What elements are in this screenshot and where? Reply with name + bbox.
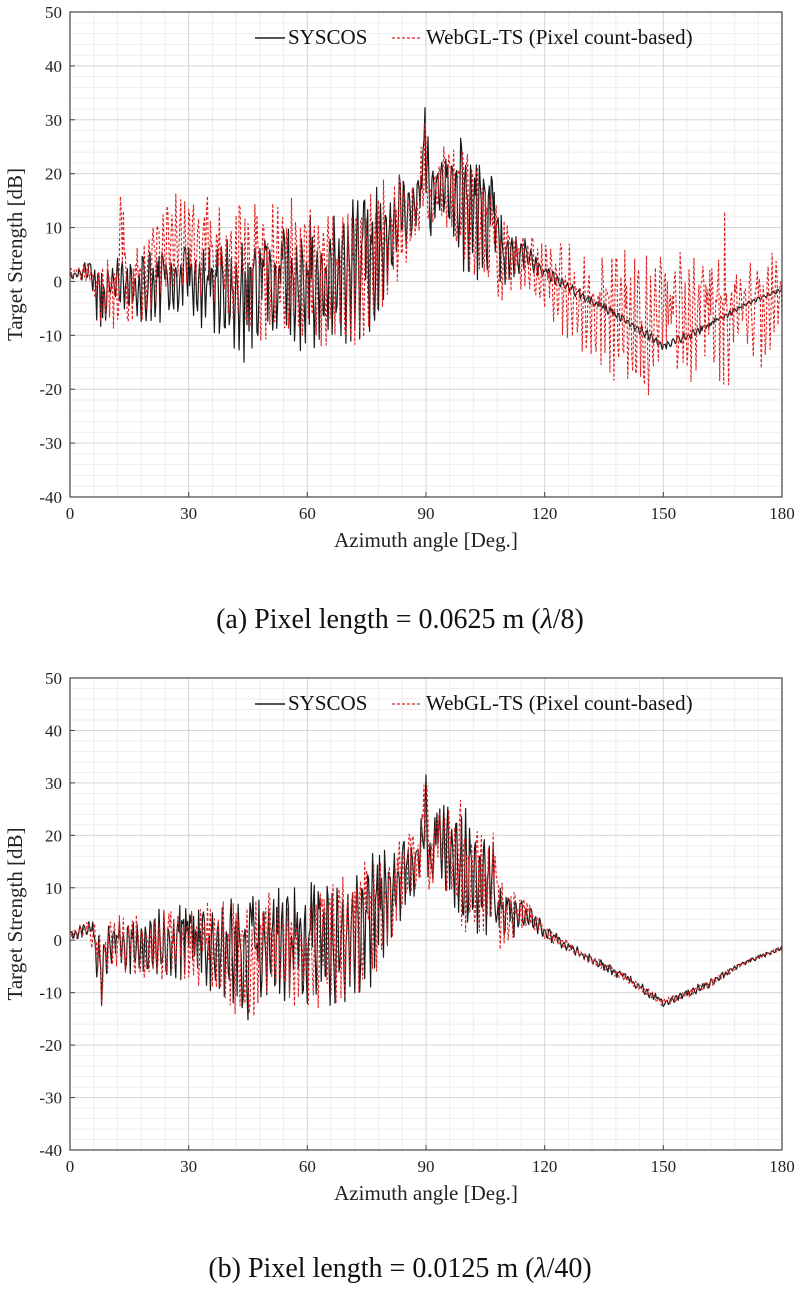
y-tick-label: 30 — [45, 111, 62, 130]
y-tick-label: -10 — [39, 984, 62, 1003]
caption-b-lambda: λ — [534, 1253, 547, 1284]
y-tick-label: 0 — [54, 931, 63, 950]
x-tick-label: 90 — [418, 1157, 435, 1176]
x-tick-label: 150 — [651, 1157, 677, 1176]
y-tick-label: 40 — [45, 721, 62, 740]
caption-a-prefix: (a) Pixel length = 0.0625 m ( — [216, 604, 541, 635]
y-tick-label: -30 — [39, 1089, 62, 1108]
y-tick-label: 10 — [45, 879, 62, 898]
x-tick-label: 0 — [66, 1157, 75, 1176]
x-tick-label: 0 — [66, 504, 75, 523]
y-tick-label: 50 — [45, 669, 62, 688]
caption-b-suffix: /40) — [546, 1253, 592, 1284]
y-tick-label: -40 — [39, 1141, 62, 1160]
y-tick-label: 50 — [45, 3, 62, 22]
series-line-syscos — [70, 107, 782, 363]
x-tick-label: 30 — [180, 504, 197, 523]
legend: SYSCOS WebGL-TS (Pixel count-based) — [255, 25, 693, 49]
x-tick-label: 180 — [769, 504, 795, 523]
x-axis-title: Azimuth angle [Deg.] — [334, 1181, 518, 1205]
y-tick-label: 20 — [45, 826, 62, 845]
y-tick-label: -20 — [39, 380, 62, 399]
y-tick-label: 10 — [45, 219, 62, 238]
legend-label-webgl-ts: WebGL-TS (Pixel count-based) — [426, 25, 693, 49]
major-grid — [69, 11, 783, 498]
caption-a-suffix: /8) — [552, 604, 584, 635]
y-tick-label: 30 — [45, 774, 62, 793]
x-tick-label: 90 — [418, 504, 435, 523]
y-tick-label: -40 — [39, 488, 62, 507]
legend-label-syscos: SYSCOS — [288, 691, 367, 715]
chart-a-svg: 0 30 60 90 120 150 180 50 40 30 20 10 0 -10 -20 -30 -40 A… — [3, 3, 795, 552]
y-axis-title: Target Strength [dB] — [3, 827, 27, 1000]
y-tick-label: 0 — [54, 272, 63, 291]
series-line-webgl-ts — [70, 122, 782, 396]
caption-b-prefix: (b) Pixel length = 0.0125 m ( — [208, 1253, 535, 1284]
x-tick-label: 180 — [769, 1157, 795, 1176]
legend: SYSCOS WebGL-TS (Pixel count-based) — [255, 691, 693, 715]
caption-a: (a) Pixel length = 0.0625 m (λ/8) — [0, 604, 800, 636]
legend-label-syscos: SYSCOS — [288, 25, 367, 49]
chart-panel-b: 0 30 60 90 120 150 180 50 40 30 20 10 0 -10 -20 -30 -40 A… — [0, 665, 800, 1302]
series-group — [70, 107, 782, 396]
x-tick-label: 60 — [299, 1157, 316, 1176]
x-axis-title: Azimuth angle [Deg.] — [334, 528, 518, 552]
y-tick-label: 40 — [45, 57, 62, 76]
x-tick-label: 60 — [299, 504, 316, 523]
series-group — [70, 774, 782, 1021]
x-tick-label: 120 — [532, 504, 558, 523]
x-tick-label: 30 — [180, 1157, 197, 1176]
series-line-syscos — [70, 774, 782, 1021]
caption-a-lambda: λ — [540, 604, 553, 635]
major-grid — [69, 677, 783, 1151]
caption-b: (b) Pixel length = 0.0125 m (λ/40) — [0, 1253, 800, 1285]
chart-b-svg: 0 30 60 90 120 150 180 50 40 30 20 10 0 -10 -20 -30 -40 A… — [3, 669, 795, 1205]
series-line-webgl-ts — [70, 784, 782, 1017]
y-tick-label: 20 — [45, 165, 62, 184]
legend-label-webgl-ts: WebGL-TS (Pixel count-based) — [426, 691, 693, 715]
y-axis-title: Target Strength [dB] — [3, 168, 27, 341]
y-tick-label: -20 — [39, 1036, 62, 1055]
chart-panel-a: 0 30 60 90 120 150 180 50 40 30 20 10 0 -10 -20 -30 -40 A… — [0, 3, 800, 636]
x-tick-label: 120 — [532, 1157, 558, 1176]
y-tick-label: -30 — [39, 434, 62, 453]
y-tick-label: -10 — [39, 326, 62, 345]
x-tick-label: 150 — [651, 504, 677, 523]
